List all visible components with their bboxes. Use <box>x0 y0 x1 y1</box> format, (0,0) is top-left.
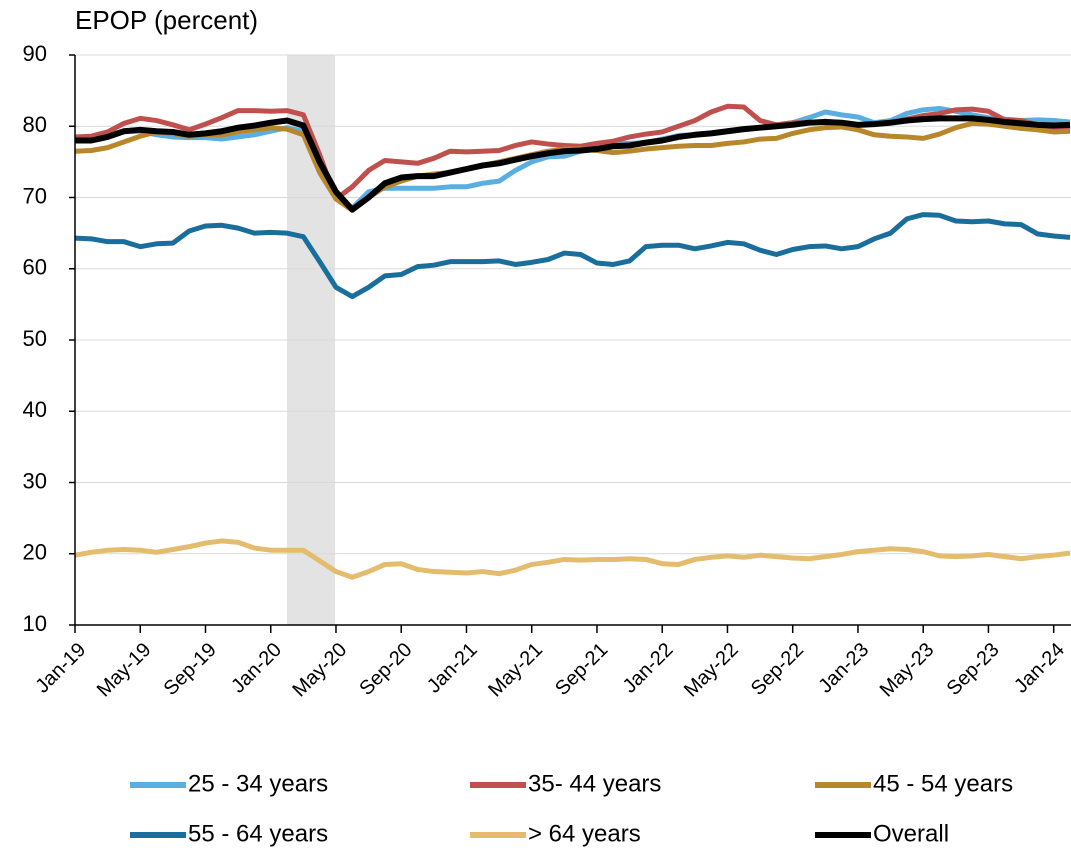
legend-label: 45 - 54 years <box>873 770 1013 797</box>
y-axis-title: EPOP (percent) <box>75 5 258 35</box>
series-line <box>75 115 1071 213</box>
y-tick-label: 40 <box>23 397 47 422</box>
y-tick-label: 90 <box>23 41 47 66</box>
legend-label: 55 - 64 years <box>188 820 328 847</box>
x-tick-label: May-22 <box>680 639 743 702</box>
x-tick-label: Sep-21 <box>551 639 612 700</box>
x-tick-label: May-21 <box>484 639 547 702</box>
x-tick-label: Jan-21 <box>423 639 482 698</box>
x-tick-label: Jan-24 <box>1010 639 1069 698</box>
y-tick-label: 20 <box>23 540 47 565</box>
series-line <box>75 538 1071 580</box>
x-tick-label: May-19 <box>93 639 156 702</box>
y-tick-label: 30 <box>23 468 47 493</box>
series-line <box>75 105 1071 211</box>
series-line <box>75 212 1071 300</box>
legend-label: Overall <box>873 820 949 847</box>
y-tick-label: 60 <box>23 255 47 280</box>
legend-label: > 64 years <box>528 820 641 847</box>
x-tick-label: May-20 <box>289 639 352 702</box>
x-tick-label: Jan-20 <box>227 639 286 698</box>
legend-label: 25 - 34 years <box>188 770 328 797</box>
x-tick-label: Sep-20 <box>355 639 416 700</box>
x-tick-label: May-23 <box>876 639 939 702</box>
x-tick-label: Jan-22 <box>619 639 678 698</box>
y-tick-label: 70 <box>23 183 47 208</box>
y-tick-label: 50 <box>23 326 47 351</box>
legend-label: 35- 44 years <box>528 770 661 797</box>
y-tick-label: 10 <box>23 611 47 636</box>
x-tick-label: Sep-23 <box>943 639 1004 700</box>
x-tick-label: Sep-19 <box>160 639 221 700</box>
y-tick-label: 80 <box>23 112 47 137</box>
x-tick-label: Sep-22 <box>747 639 808 700</box>
x-tick-label: Jan-23 <box>814 639 873 698</box>
x-tick-label: Jan-19 <box>31 639 90 698</box>
